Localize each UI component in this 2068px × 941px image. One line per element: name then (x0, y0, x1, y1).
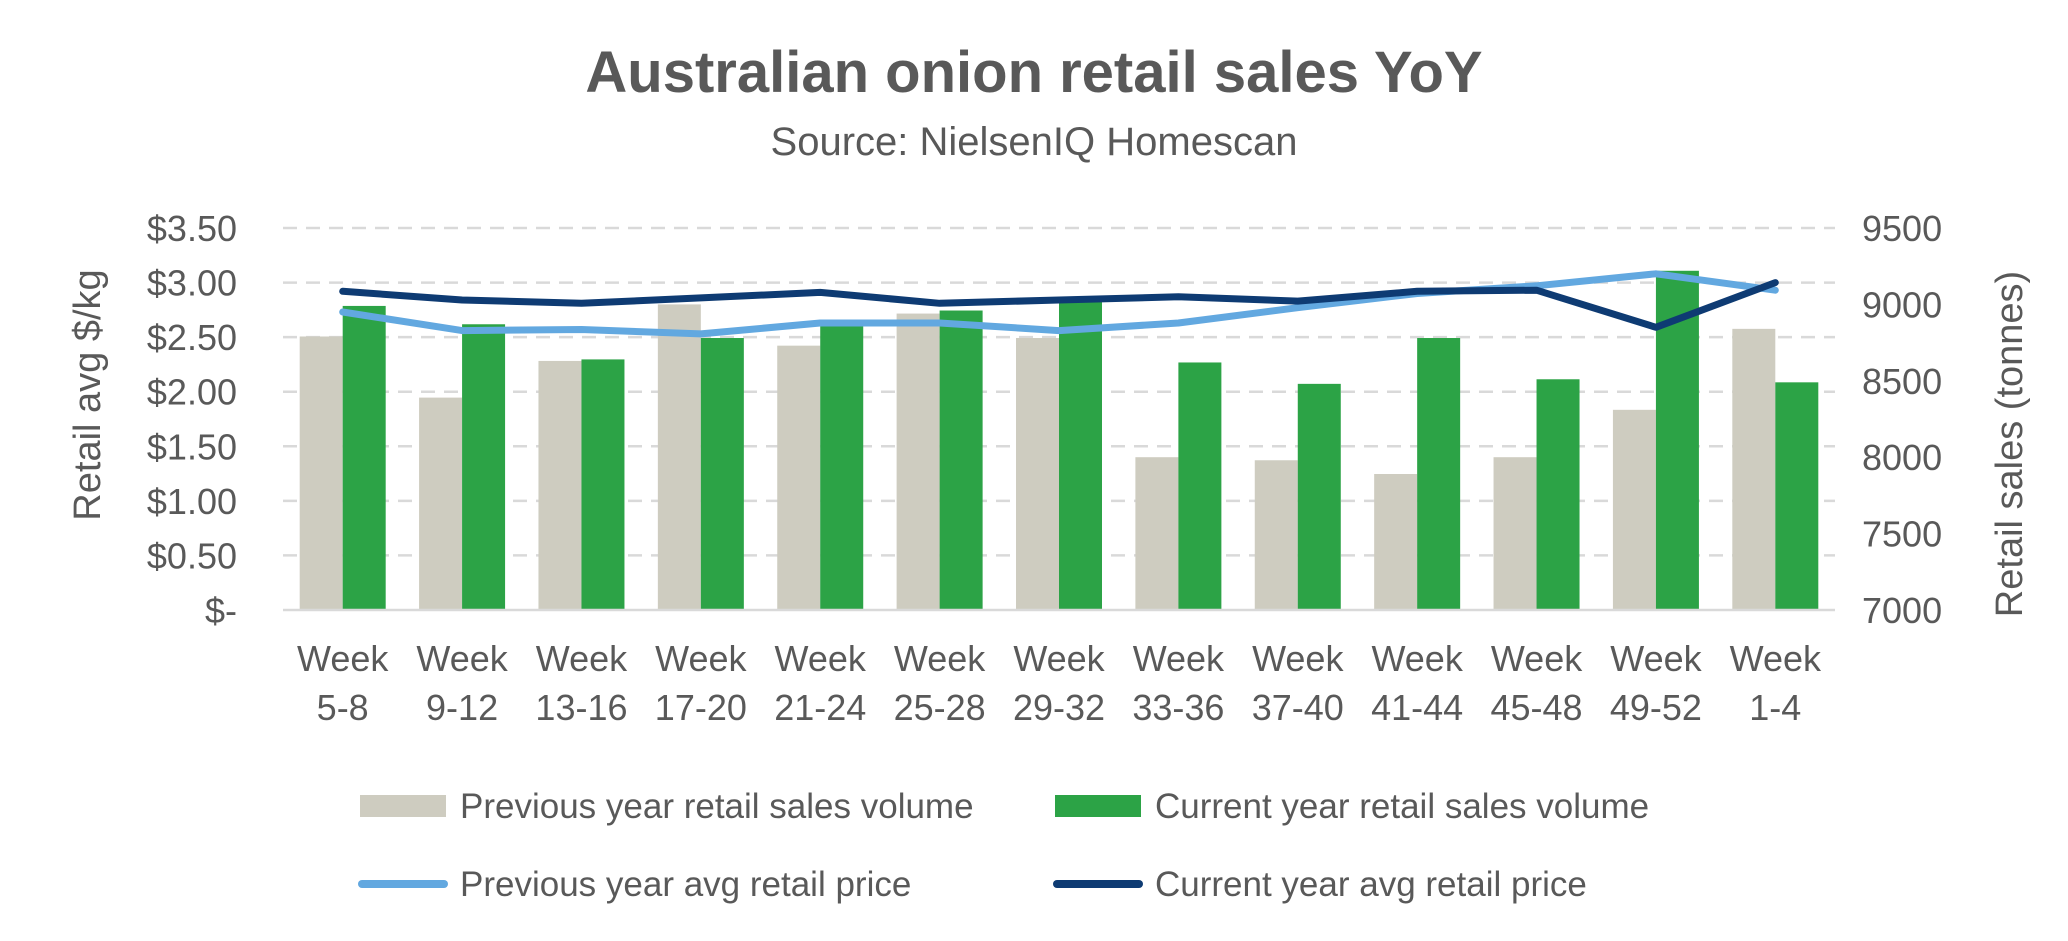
line-series (339, 270, 1779, 338)
x-tick-label: Week 1-4 (1730, 638, 1822, 728)
bar-current-year-volume (342, 305, 386, 610)
bar-previous-year-volume (1493, 457, 1537, 610)
x-tick-label: Week 45-48 (1490, 638, 1583, 728)
y-left-tick-label: $2.00 (147, 372, 237, 413)
bar-previous-year-volume (1016, 338, 1059, 610)
x-tick-label: Week 25-28 (894, 638, 987, 728)
y-left-tick-label: $3.00 (147, 263, 237, 304)
legend-label: Current year avg retail price (1155, 865, 1587, 904)
bar-current-year-volume (820, 322, 864, 610)
chart-subtitle: Source: NielsenIQ Homescan (771, 120, 1298, 164)
x-tick-label: Week 49-52 (1610, 638, 1703, 728)
legend-label: Previous year avg retail price (460, 865, 911, 904)
legend-label: Current year retail sales volume (1155, 787, 1649, 826)
legend-item-current-price: Current year avg retail price (1053, 865, 1587, 904)
y-left-tick-label: $- (205, 590, 237, 631)
x-tick-label: Week 37-40 (1252, 638, 1345, 728)
legend-item-previous-volume: Previous year retail sales volume (360, 787, 974, 826)
x-tick-label: Week 21-24 (774, 638, 867, 728)
y-right-tick-label: 9500 (1862, 208, 1942, 249)
y-right-tick-label: 8000 (1862, 437, 1942, 478)
line-current-year-price (339, 279, 1779, 331)
legend-swatch (1055, 795, 1141, 817)
bar-current-year-volume (1297, 383, 1341, 610)
y-right-tick-label: 9000 (1862, 284, 1942, 325)
bar-previous-year-volume (1254, 460, 1298, 610)
bar-previous-year-volume (777, 345, 821, 610)
y-right-tick-label: 8500 (1862, 361, 1942, 402)
y-left-tick-label: $1.00 (147, 481, 237, 522)
axes: $- $0.50 $1.00 $1.50 $2.00 $2.50 $3.00 $3.50 700… (147, 208, 1942, 728)
legend-swatch (360, 795, 446, 817)
bar-series (299, 270, 1819, 610)
chart-title: Australian onion retail sales YoY (585, 40, 1482, 105)
x-tick-label: Week 13-16 (535, 638, 628, 728)
y-left-axis-title: Retail avg $/kg (67, 269, 109, 520)
legend: Previous year retail sales volume Current… (358, 787, 1649, 904)
bar-previous-year-volume (1612, 409, 1656, 610)
bar-previous-year-volume (1732, 328, 1776, 610)
y-left-tick-label: $1.50 (147, 426, 237, 467)
bar-current-year-volume (700, 338, 744, 610)
bar-current-year-volume (1417, 338, 1461, 610)
bar-previous-year-volume (299, 336, 343, 610)
line-previous-year-price (339, 270, 1779, 338)
x-tick-label: Week 17-20 (655, 638, 748, 728)
bar-previous-year-volume (657, 304, 701, 610)
bar-current-year-volume (1536, 379, 1580, 610)
bar-previous-year-volume (1374, 474, 1418, 610)
y-right-tick-label: 7500 (1862, 514, 1942, 555)
legend-label: Previous year retail sales volume (460, 787, 974, 826)
x-tick-label: Week 5-8 (297, 638, 389, 728)
bar-current-year-volume (939, 310, 983, 610)
bar-previous-year-volume (419, 397, 463, 610)
legend-item-previous-price: Previous year avg retail price (358, 865, 911, 904)
x-tick-label: Week 29-32 (1013, 638, 1106, 728)
bar-current-year-volume (581, 359, 625, 610)
y-right-tick-label: 7000 (1862, 590, 1942, 631)
bar-current-year-volume (1178, 362, 1222, 610)
y-right-axis-title: Retail sales (tonnes) (1989, 271, 2031, 617)
x-tick-label: Week 9-12 (416, 638, 508, 728)
bar-current-year-volume (462, 324, 506, 610)
y-left-tick-label: $2.50 (147, 317, 237, 358)
bar-previous-year-volume (896, 313, 940, 610)
y-left-tick-label: $0.50 (147, 535, 237, 576)
x-tick-label: Week 33-36 (1132, 638, 1225, 728)
bar-current-year-volume (1775, 382, 1819, 610)
bar-previous-year-volume (538, 360, 582, 610)
bar-current-year-volume (1059, 298, 1102, 610)
y-left-tick-label: $3.50 (147, 208, 237, 249)
legend-item-current-volume: Current year retail sales volume (1055, 787, 1649, 826)
x-tick-label: Week 41-44 (1371, 638, 1464, 728)
bar-previous-year-volume (1135, 457, 1179, 610)
